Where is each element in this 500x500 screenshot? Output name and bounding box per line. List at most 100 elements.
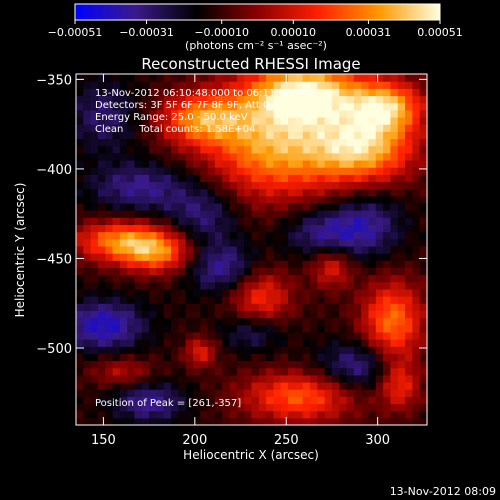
image-cell bbox=[97, 331, 106, 340]
image-cell bbox=[149, 288, 158, 297]
image-cell bbox=[368, 410, 377, 419]
image-cell bbox=[178, 224, 187, 233]
image-cell bbox=[207, 102, 216, 111]
image-cell bbox=[383, 167, 392, 175]
image-cell bbox=[90, 403, 99, 412]
image-cell bbox=[368, 124, 377, 132]
image-cell bbox=[127, 360, 136, 369]
image-cell bbox=[149, 231, 158, 240]
image-cell bbox=[346, 210, 355, 218]
image-cell bbox=[90, 88, 99, 97]
image-cell bbox=[214, 367, 223, 376]
image-cell bbox=[236, 281, 245, 290]
image-cell bbox=[156, 303, 165, 311]
image-cell bbox=[397, 317, 406, 326]
image-cell bbox=[207, 174, 216, 183]
image-cell bbox=[236, 74, 245, 82]
image-cell bbox=[83, 152, 92, 161]
image-cell bbox=[317, 339, 326, 347]
image-cell bbox=[251, 116, 260, 125]
image-cell bbox=[222, 81, 231, 89]
image-cell bbox=[288, 260, 296, 268]
image-cell bbox=[266, 367, 275, 376]
image-cell bbox=[412, 374, 421, 383]
image-cell bbox=[405, 281, 413, 290]
image-cell bbox=[200, 124, 209, 132]
image-cell bbox=[149, 346, 158, 354]
image-cell bbox=[251, 281, 260, 290]
image-cell bbox=[229, 174, 238, 183]
image-cell bbox=[127, 396, 136, 405]
image-cell bbox=[324, 159, 333, 168]
image-cell bbox=[141, 288, 150, 297]
image-cell bbox=[244, 167, 253, 175]
image-cell bbox=[310, 360, 318, 369]
image-cell bbox=[171, 389, 179, 397]
image-cell bbox=[346, 109, 355, 118]
image-cell bbox=[119, 74, 128, 82]
image-cell bbox=[273, 253, 282, 261]
image-cell bbox=[361, 288, 370, 297]
image-cell bbox=[112, 296, 121, 304]
image-cell bbox=[141, 410, 150, 419]
image-cell bbox=[383, 181, 392, 190]
image-cell bbox=[178, 138, 187, 147]
image-cell bbox=[200, 245, 209, 254]
image-cell bbox=[178, 188, 187, 197]
image-cell bbox=[156, 195, 165, 204]
image-cell bbox=[222, 288, 231, 297]
image-cell bbox=[185, 274, 194, 283]
image-cell bbox=[229, 303, 238, 311]
image-cell bbox=[236, 174, 245, 183]
image-cell bbox=[244, 417, 253, 425]
image-cell bbox=[258, 95, 267, 104]
image-cell bbox=[375, 116, 384, 125]
image-cell bbox=[207, 374, 216, 383]
image-cell bbox=[258, 124, 267, 132]
image-cell bbox=[200, 131, 209, 140]
image-cell bbox=[280, 324, 289, 333]
image-cell bbox=[141, 217, 150, 226]
image-cell bbox=[244, 81, 253, 89]
image-cell bbox=[112, 238, 121, 247]
image-cell bbox=[97, 159, 106, 168]
image-cell bbox=[405, 224, 413, 233]
image-cell bbox=[163, 109, 172, 118]
image-cell bbox=[97, 353, 106, 362]
image-cell bbox=[134, 339, 143, 347]
image-cell bbox=[127, 317, 136, 326]
image-cell bbox=[119, 396, 128, 405]
image-cell bbox=[375, 324, 384, 333]
image-cell bbox=[375, 403, 384, 412]
image-cell bbox=[222, 310, 231, 319]
image-cell bbox=[156, 410, 165, 419]
image-cell bbox=[222, 353, 231, 362]
image-cell bbox=[353, 382, 362, 390]
image-cell bbox=[419, 353, 427, 362]
image-cell bbox=[149, 102, 158, 111]
image-cell bbox=[375, 281, 384, 290]
image-cell bbox=[171, 331, 179, 340]
image-cell bbox=[266, 138, 275, 147]
image-cell bbox=[295, 360, 304, 369]
image-cell bbox=[207, 231, 216, 240]
image-cell bbox=[127, 339, 136, 347]
image-cell bbox=[185, 360, 194, 369]
image-cell bbox=[193, 231, 201, 240]
image-cell bbox=[105, 159, 114, 168]
image-cell bbox=[251, 174, 260, 183]
image-cell bbox=[302, 360, 311, 369]
image-cell bbox=[310, 188, 318, 197]
image-cell bbox=[149, 389, 158, 397]
image-cell bbox=[244, 367, 253, 376]
image-cell bbox=[83, 174, 92, 183]
image-cell bbox=[375, 339, 384, 347]
image-cell bbox=[236, 188, 245, 197]
image-cell bbox=[310, 145, 318, 154]
image-cell bbox=[236, 410, 245, 419]
image-cell bbox=[412, 138, 421, 147]
image-cell bbox=[295, 116, 304, 125]
x-tick-label: 150 bbox=[91, 433, 116, 448]
image-cell bbox=[193, 410, 201, 419]
image-cell bbox=[317, 360, 326, 369]
